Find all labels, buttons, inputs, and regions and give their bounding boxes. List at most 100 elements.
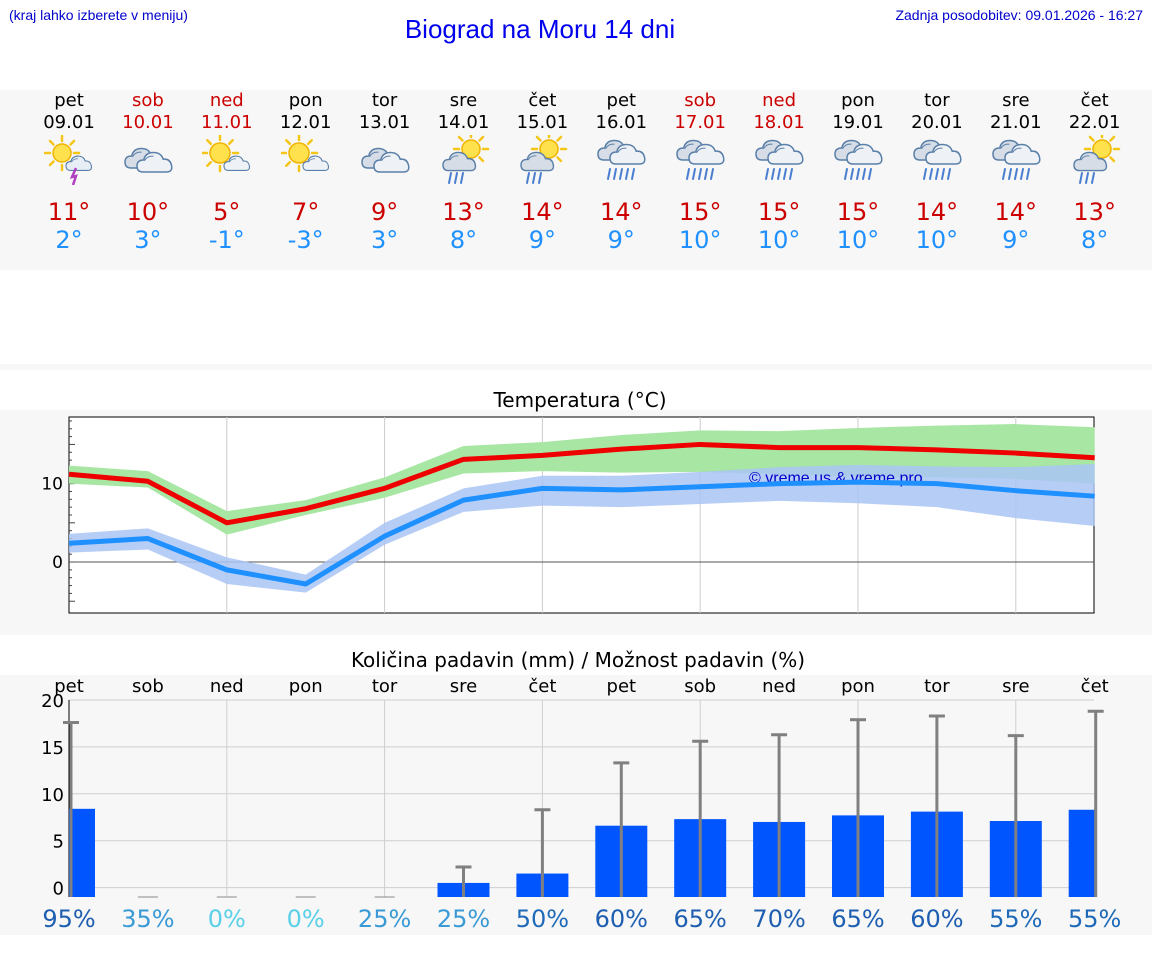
min-temperature: -1° — [208, 226, 245, 254]
day-name: ned — [762, 90, 797, 111]
temperature-chart: Temperatura (°C)010 © vreme.us & vreme.pr… — [0, 388, 1152, 635]
max-temperature: 5° — [213, 198, 241, 226]
precipitation-probability: 25% — [358, 905, 411, 933]
min-temperature: 10° — [757, 226, 801, 254]
precipitation-probability: 25% — [437, 905, 490, 933]
x-category-label: sob — [132, 676, 164, 697]
day-name: ned — [209, 90, 244, 111]
max-temperature: 14° — [994, 198, 1038, 226]
max-temperature: 15° — [836, 198, 880, 226]
day-name: pon — [288, 90, 323, 111]
min-range-band — [69, 464, 1095, 593]
day-date: 15.01 — [516, 112, 569, 133]
day-name: pet — [606, 90, 637, 111]
min-temperature: 8° — [449, 226, 478, 254]
sun-cloud-thunder-icon — [44, 135, 93, 185]
x-category-label: tor — [372, 676, 398, 697]
rain-cloud-icon — [597, 139, 646, 180]
sun-rain-icon — [520, 135, 568, 184]
daily-forecast-strip: pet 09.01 11° 2° sob 10.01 10° 3° ned 11… — [0, 90, 1152, 270]
day-date: 13.01 — [358, 112, 411, 133]
precipitation-probability: 60% — [595, 905, 648, 933]
min-temperature: -3° — [287, 226, 324, 254]
precipitation-probability: 65% — [831, 905, 884, 933]
page-title: Biograd na Moru 14 dni — [404, 14, 676, 44]
max-temperature: 15° — [757, 198, 801, 226]
y-tick-label: 5 — [53, 832, 64, 853]
min-temperature: 10° — [678, 226, 722, 254]
day-date: 16.01 — [595, 112, 648, 133]
x-category-label: pet — [607, 676, 637, 697]
x-category-label: čet — [528, 676, 556, 697]
min-temperature: 10° — [915, 226, 959, 254]
precipitation-probability: 70% — [752, 905, 805, 933]
chart-title: Količina padavin (mm) / Možnost padavin … — [351, 648, 805, 672]
last-updated: Zadnja posodobitev: 09.01.2026 - 16:27 — [895, 7, 1143, 23]
day-date: 21.01 — [990, 112, 1042, 133]
day-date: 22.01 — [1068, 112, 1121, 133]
precipitation-probability: 55% — [989, 905, 1042, 933]
day-date: 17.01 — [674, 112, 726, 133]
max-temperature: 15° — [678, 198, 722, 226]
day-name: čet — [528, 90, 557, 111]
x-category-label: sre — [450, 676, 477, 697]
x-category-label: pon — [289, 676, 323, 697]
day-name: sre — [1002, 90, 1030, 111]
max-temperature: 7° — [292, 198, 320, 226]
precipitation-probability: 60% — [910, 905, 963, 933]
rain-cloud-icon — [913, 139, 962, 180]
rain-cloud-icon — [834, 139, 883, 180]
precipitation-chart: Količina padavin (mm) / Možnost padavin … — [0, 648, 1152, 935]
precipitation-probability: 95% — [42, 905, 95, 933]
max-temperature: 13° — [442, 198, 485, 226]
min-temperature: 10° — [836, 226, 880, 254]
max-range-band — [69, 424, 1095, 535]
x-category-label: ned — [762, 676, 796, 697]
min-temperature: 9° — [607, 226, 635, 254]
precipitation-probability: 65% — [674, 905, 727, 933]
day-name: čet — [1080, 90, 1109, 111]
day-name: tor — [371, 90, 398, 111]
day-date: 14.01 — [437, 112, 490, 133]
min-temperature: 3° — [370, 226, 399, 254]
max-temperature: 14° — [521, 198, 564, 226]
max-temperature: 11° — [47, 198, 91, 226]
max-temperature-line — [68, 441, 1095, 526]
max-temperature: 14° — [600, 198, 643, 226]
y-tick-label: 10 — [41, 785, 64, 806]
day-date: 11.01 — [201, 112, 253, 133]
min-temperature: 8° — [1081, 226, 1109, 254]
day-name: sob — [684, 90, 717, 111]
sun-rain-icon — [441, 135, 489, 184]
day-date: 09.01 — [43, 112, 95, 133]
y-tick-label: 15 — [41, 738, 64, 759]
min-temperature: 9° — [1002, 226, 1030, 254]
rain-cloud-icon — [992, 139, 1041, 180]
min-temperature-line — [68, 479, 1095, 587]
x-category-label: tor — [924, 676, 950, 697]
precipitation-bar — [69, 808, 95, 897]
max-temperature: 14° — [915, 198, 959, 226]
rain-cloud-icon — [755, 139, 804, 180]
x-category-label: ned — [210, 676, 244, 697]
day-name: sre — [449, 90, 478, 111]
x-category-label: pet — [54, 676, 84, 697]
day-date: 10.01 — [122, 112, 174, 133]
precipitation-probability: 0% — [287, 905, 325, 933]
location-hint: (kraj lahko izberete v meniju) — [9, 7, 188, 23]
x-category-label: sre — [1002, 676, 1029, 697]
chart-title: Temperatura (°C) — [492, 388, 666, 412]
sun-cloud-icon — [201, 135, 250, 173]
cloudy-icon — [124, 147, 173, 173]
chart-background — [0, 675, 1152, 935]
max-temperature: 13° — [1073, 198, 1116, 226]
max-temperature: 10° — [126, 198, 170, 226]
precipitation-probability: 50% — [516, 905, 569, 933]
sun-cloud-icon — [280, 135, 329, 173]
day-name: tor — [924, 90, 950, 111]
max-temperature: 9° — [370, 198, 399, 226]
precipitation-probability: 55% — [1068, 905, 1121, 933]
sun-rain-icon — [1072, 135, 1120, 184]
rain-cloud-icon — [676, 139, 725, 180]
precipitation-bar — [1068, 809, 1095, 897]
